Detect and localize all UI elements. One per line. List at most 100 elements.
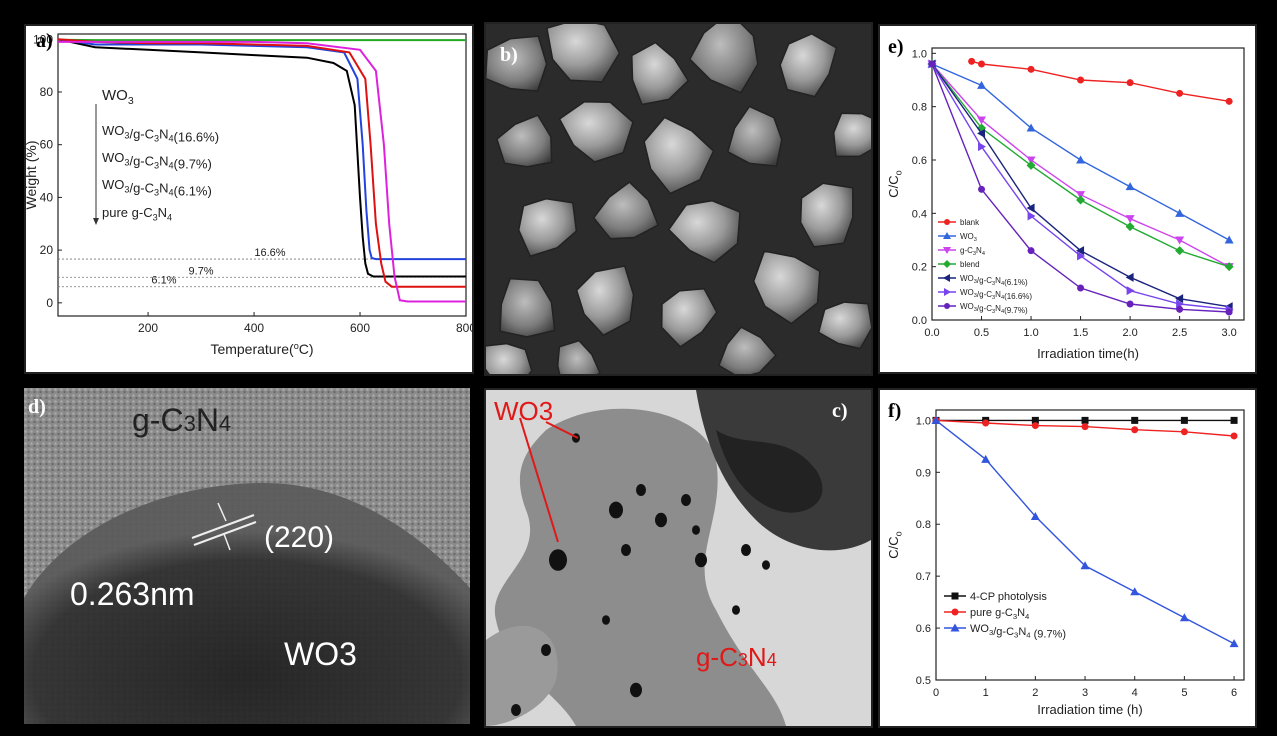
sem-grain [660, 287, 718, 348]
series-wo3-g-c3n4-9-7- [928, 60, 1233, 316]
legend-item: g-C3N4 [938, 246, 985, 257]
data-point [1077, 76, 1085, 84]
sem-grain [486, 342, 533, 374]
x-tick-label: 1.0 [1023, 327, 1038, 339]
series-4 [58, 40, 466, 303]
data-point [1125, 182, 1135, 191]
data-point [1131, 416, 1139, 424]
x-axis-label: Temperature(oC) [210, 341, 313, 357]
x-tick-label: 1.5 [1073, 327, 1088, 339]
y-tick-label: 0.4 [912, 208, 927, 220]
data-point [943, 260, 951, 268]
reference-line-label: 6.1% [151, 275, 176, 287]
sem-grain [592, 181, 660, 240]
lattice-plane-label: (220) [264, 521, 335, 554]
data-point [1125, 222, 1135, 232]
legend-item: WO3/g-C3N4(9.7%) [938, 302, 1028, 315]
wo3-nanoparticle [549, 549, 567, 571]
wo3-nanoparticle [732, 605, 740, 615]
x-tick-label: 4 [1132, 687, 1138, 699]
data-point [951, 592, 959, 600]
wo3-nanoparticle [541, 644, 551, 656]
wo3-nanoparticle [695, 552, 707, 568]
reference-line-label: 9.7% [189, 265, 214, 277]
sem-grain [817, 301, 871, 350]
wo3-nanoparticle [602, 615, 610, 625]
sem-grain [499, 277, 556, 338]
panel-f-photolysis-chart: 0 1 2 3 4 5 6 0.5 0.6 0.7 0.8 0.9 1.0 Irradiation tim… [878, 388, 1257, 728]
wo3-nanoparticle [741, 544, 751, 556]
legend-item: 4-CP photolysis [944, 591, 1047, 603]
data-point [951, 608, 959, 616]
series-wo3-g-c3n4-9-7- [931, 415, 1239, 648]
data-point [1081, 416, 1089, 424]
data-point [1224, 262, 1234, 272]
data-point [1131, 426, 1139, 434]
data-point [1180, 428, 1188, 436]
data-point [1081, 423, 1089, 431]
legend-entry: WO3/g-C3N4(6.1%) [102, 177, 212, 199]
wo3-nanoparticle [636, 484, 646, 496]
sem-grain [496, 114, 553, 168]
data-point [1125, 272, 1134, 282]
data-point [1230, 416, 1238, 424]
legend-label: WO3/g-C3N4(6.1%) [960, 274, 1028, 287]
y-tick-label: 20 [40, 243, 54, 257]
data-point [1026, 156, 1036, 165]
data-point [1077, 284, 1085, 292]
y-tick-label: 0 [46, 296, 53, 310]
sem-grain [556, 339, 601, 374]
reference-line-label: 16.6% [254, 247, 285, 259]
data-point [944, 219, 950, 225]
legend-label: g-C3N4 [960, 246, 985, 257]
x-tick-label: 3 [1082, 687, 1088, 699]
data-point [950, 623, 960, 632]
panel-label-a: a) [36, 30, 53, 52]
gcn-label-c: g-C3N4 [696, 642, 777, 672]
data-point [943, 232, 951, 239]
y-tick-label: 0.8 [916, 519, 931, 531]
y-tick-label: 0.6 [916, 623, 931, 635]
sem-grain [486, 35, 548, 92]
legend-item: blank [938, 218, 980, 227]
wo3-nanoparticle [655, 512, 667, 528]
y-axis-label: Weight (%) [26, 141, 39, 210]
x-axis-label: Irradiation time(h) [1037, 346, 1139, 361]
sem-grain [643, 116, 715, 195]
x-tick-label: 0.5 [974, 327, 989, 339]
panel-d-hrtem-image: d) g-C3N4 (220) 0.263nm WO3 [24, 388, 470, 724]
legend-entry: pure g-C3N4 [102, 205, 172, 222]
data-point [1180, 416, 1188, 424]
y-axis-label: C/Co [886, 170, 903, 197]
lattice-spacing-label: 0.263nm [70, 576, 195, 612]
data-point [1126, 300, 1134, 308]
data-point [1175, 294, 1184, 304]
legend-label: WO3 [960, 232, 977, 243]
sem-grain [631, 41, 690, 106]
data-point [943, 274, 950, 282]
legend-entry: WO3 [102, 87, 134, 107]
legend-item: WO3/g-C3N4(16.6%) [938, 288, 1032, 301]
series-line [931, 63, 1230, 241]
data-point [1175, 246, 1185, 256]
plot-frame [935, 409, 1245, 681]
legend-label: pure g-C3N4 [970, 607, 1030, 621]
sem-grain [799, 182, 854, 248]
data-point [977, 80, 987, 89]
data-point [1030, 511, 1040, 520]
legend-item: WO3/g-C3N4 (9.7%) [944, 623, 1066, 641]
legend-label: 4-CP photolysis [970, 591, 1047, 603]
sem-grain [575, 265, 635, 337]
x-tick-label: 3.0 [1221, 327, 1236, 339]
x-tick-label: 400 [244, 321, 264, 335]
data-point [978, 185, 986, 193]
data-point [1026, 203, 1035, 213]
hrtem-illustration [24, 388, 470, 724]
data-point [1077, 251, 1086, 261]
wo3-label-c: WO3 [494, 396, 554, 426]
data-point [931, 415, 941, 424]
y-tick-label: 0.2 [912, 262, 927, 274]
data-point [1080, 561, 1090, 570]
sem-grain [752, 250, 821, 325]
y-tick-label: 0.7 [916, 571, 931, 583]
